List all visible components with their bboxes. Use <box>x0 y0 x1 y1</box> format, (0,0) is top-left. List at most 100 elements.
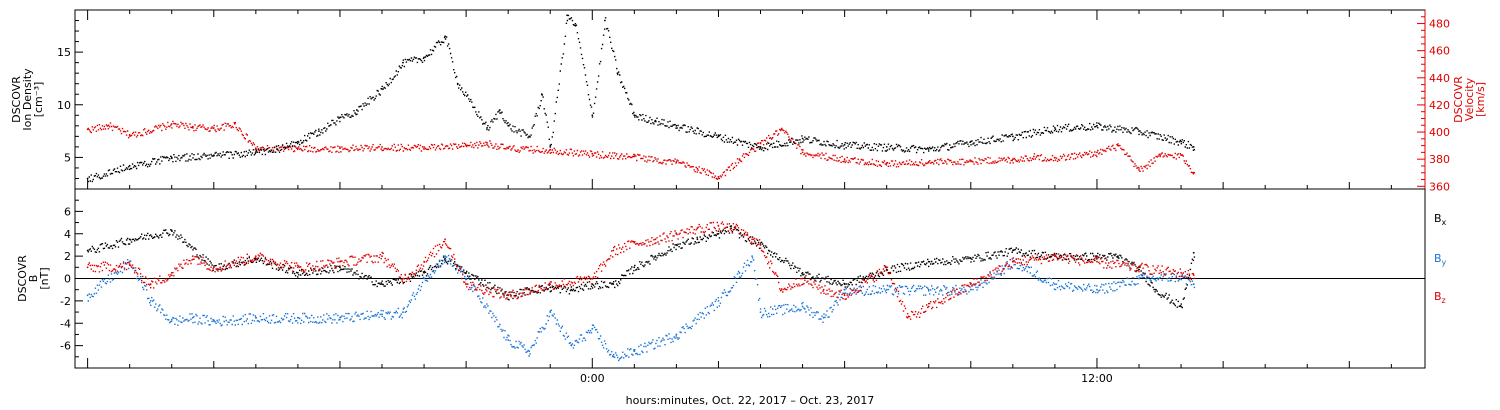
velocity-tick-label: 420 <box>1429 99 1450 112</box>
velocity-series-point <box>1180 154 1182 157</box>
bx-series-point <box>717 232 720 235</box>
velocity-axis-label: [km/s] <box>1474 82 1487 117</box>
velocity-series-point <box>717 175 720 178</box>
bx-series-point <box>1154 288 1157 291</box>
by-series-point <box>170 320 173 322</box>
by-series-point <box>822 316 825 319</box>
velocity-series-point <box>191 125 194 128</box>
velocity-tick-label: 360 <box>1429 180 1450 193</box>
bz-series-point <box>191 255 194 257</box>
time-axis: 0:00 12:00 <box>87 10 1392 385</box>
bz-series-point <box>549 283 552 285</box>
b-axis-label: DSCOVR <box>16 255 29 302</box>
velocity-series-point <box>381 146 383 148</box>
by-series-point <box>751 255 753 257</box>
bz-series-point <box>885 266 888 269</box>
velocity-tick-label: 400 <box>1429 126 1450 139</box>
velocity-series-point <box>1192 171 1195 174</box>
density-series-point <box>1192 146 1195 148</box>
by-series-point <box>465 277 467 280</box>
density-series-point <box>128 164 131 167</box>
density-series-point <box>1054 127 1056 129</box>
velocity-series-point <box>486 142 488 144</box>
density-series-point <box>1096 124 1098 127</box>
b-tick-label: -6 <box>60 340 71 353</box>
bz-series-point <box>1096 260 1098 263</box>
legend-bx: Bx <box>1434 212 1447 227</box>
velocity-series-point <box>843 158 846 161</box>
legend-subscript: y <box>1442 258 1447 267</box>
bx-series-point <box>1096 255 1098 257</box>
density-series-point <box>339 116 341 119</box>
by-series-point <box>1096 288 1098 291</box>
density-series-point <box>444 35 446 38</box>
bx-series-point <box>654 255 657 257</box>
velocity-series-point <box>759 142 762 144</box>
bz-series-point <box>717 225 720 227</box>
velocity-series-point <box>128 133 131 136</box>
bz-series-point <box>86 266 89 269</box>
by-series-point <box>254 316 257 319</box>
density-series-point <box>540 93 543 96</box>
by-series-point <box>528 350 531 353</box>
b-tick-label: 6 <box>64 205 71 218</box>
bx-series-point <box>1192 251 1195 254</box>
density-series-point <box>801 137 804 140</box>
velocity-series-point <box>254 147 257 150</box>
density-series-point <box>549 146 552 148</box>
by-series-point <box>191 316 194 319</box>
by-series-point <box>927 288 930 291</box>
density-series-point <box>1012 135 1014 138</box>
density-series-point <box>402 61 404 64</box>
bz-series-point <box>591 277 594 280</box>
density-series-point <box>355 109 358 111</box>
velocity-series-point <box>738 158 741 161</box>
velocity-series-point <box>927 161 930 163</box>
velocity-series-point <box>107 124 110 127</box>
density-tick-label: 5 <box>64 151 71 164</box>
density-series-point <box>318 130 320 133</box>
density-series-point <box>604 19 606 22</box>
bz-series-point <box>1180 272 1182 274</box>
b-tick-label: 2 <box>64 250 71 263</box>
density-series-point <box>86 177 89 180</box>
bz-series-point <box>1054 255 1056 257</box>
density-series-point <box>456 82 459 85</box>
density-series-point <box>927 148 930 150</box>
density-series-point <box>486 127 488 129</box>
bz-series-point <box>254 255 257 257</box>
density-series-point <box>654 119 657 122</box>
by-series-point <box>1054 283 1056 285</box>
density-series-point <box>528 135 531 138</box>
density-series-point <box>616 72 619 75</box>
velocity-tick-label: 480 <box>1429 18 1450 31</box>
bz-series-point <box>212 266 215 269</box>
velocity-tick-label: 380 <box>1429 153 1450 166</box>
by-series-point <box>444 255 446 257</box>
bz-series-point <box>751 238 753 241</box>
b-tick-label: 0 <box>64 273 71 286</box>
b-tick-label: 4 <box>64 228 71 241</box>
density-series-point <box>1180 140 1182 143</box>
velocity-series-point <box>633 155 636 158</box>
bx-series-point <box>927 260 930 263</box>
bz-series <box>86 221 1196 320</box>
velocity-tick-label: 460 <box>1429 45 1450 58</box>
bz-series-point <box>734 227 737 230</box>
by-series-point <box>738 272 741 274</box>
by-series-point <box>885 288 888 291</box>
by-series-point <box>339 316 341 319</box>
bx-series-point <box>1012 249 1014 252</box>
velocity-series-points <box>87 120 1196 180</box>
velocity-series-point <box>233 123 236 125</box>
bz-series-point <box>906 316 909 319</box>
density-series-point <box>717 135 720 138</box>
bz-series-point <box>927 305 930 308</box>
velocity-axis-label: DSCOVR <box>1452 76 1465 123</box>
density-axis-label: Ion Density <box>21 68 34 131</box>
velocity-axis-label: Velocity <box>1463 77 1476 121</box>
legend-bz: Bz <box>1434 290 1446 305</box>
